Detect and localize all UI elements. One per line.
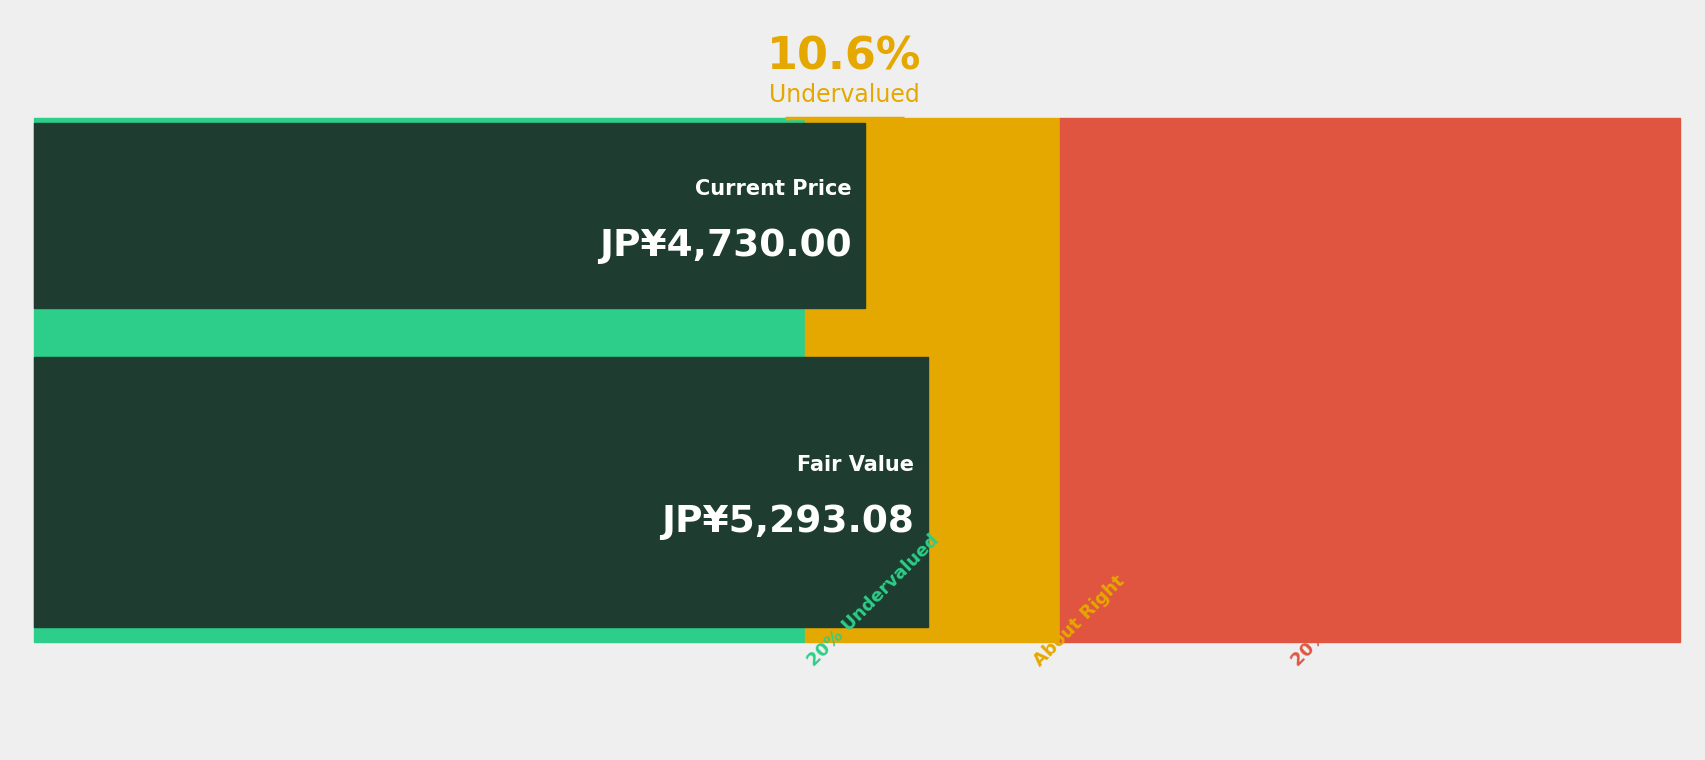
Text: 20% Undervalued: 20% Undervalued <box>805 531 943 670</box>
Text: 20% Overvalued: 20% Overvalued <box>1287 540 1417 670</box>
Bar <box>1059 118 1679 642</box>
Text: JP¥5,293.08: JP¥5,293.08 <box>662 505 914 540</box>
Text: 10.6%: 10.6% <box>767 36 921 78</box>
Text: Current Price: Current Price <box>696 179 851 199</box>
Bar <box>34 357 928 627</box>
Text: Undervalued: Undervalued <box>769 83 919 107</box>
Text: JP¥4,730.00: JP¥4,730.00 <box>598 228 851 264</box>
Text: About Right: About Right <box>1030 572 1127 670</box>
Bar <box>34 123 864 308</box>
Bar <box>34 118 805 642</box>
Bar <box>805 118 1059 642</box>
Text: Fair Value: Fair Value <box>796 455 914 476</box>
